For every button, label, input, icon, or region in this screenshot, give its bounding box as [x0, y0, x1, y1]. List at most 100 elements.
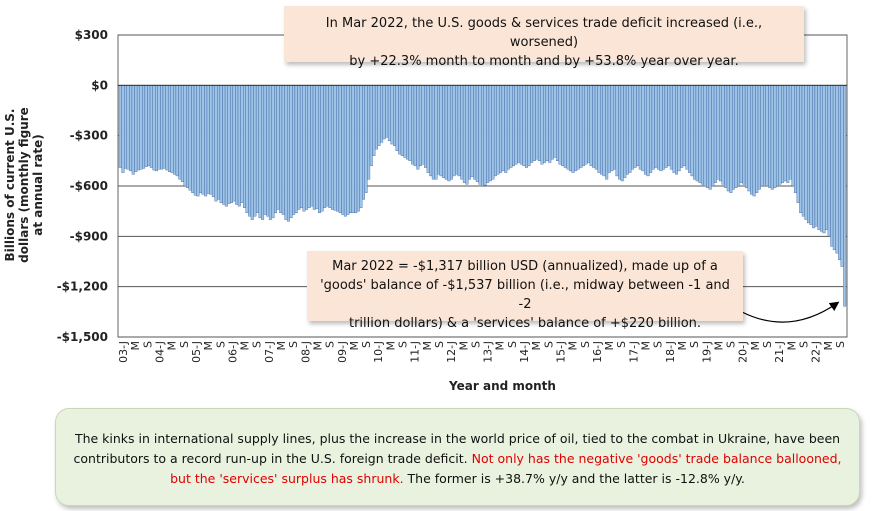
bar	[411, 85, 415, 165]
bar	[612, 85, 616, 170]
note-text-part-1: The kinks in international supply lines,…	[73, 431, 841, 466]
bar	[832, 85, 836, 250]
bar	[840, 85, 844, 267]
x-tick-label: 04-J	[154, 341, 167, 363]
bar	[744, 85, 748, 188]
bar	[677, 85, 681, 172]
bar	[638, 85, 642, 170]
x-tick-label: M	[640, 341, 653, 351]
bar	[382, 85, 386, 140]
bar	[602, 85, 606, 177]
bar	[123, 85, 127, 169]
x-tick-label: M	[166, 341, 179, 351]
x-tick-label: S	[652, 341, 665, 348]
bar	[618, 85, 622, 180]
bar	[468, 85, 472, 180]
bar	[543, 85, 547, 163]
bar	[558, 85, 562, 165]
bar	[501, 85, 505, 172]
bar	[274, 85, 277, 214]
commentary-note: The kinks in international supply lines,…	[55, 408, 860, 506]
bar	[682, 85, 686, 167]
bar	[393, 85, 397, 146]
x-tick-label: 21-J	[773, 341, 786, 363]
x-tick-label: S	[688, 341, 701, 348]
x-tick-label: 17-J	[627, 341, 640, 363]
x-tick-label: 11-J	[409, 341, 422, 363]
bar	[514, 85, 518, 165]
bar	[323, 85, 327, 208]
x-tick-label: 16-J	[591, 341, 604, 363]
bar	[354, 85, 358, 214]
bar	[183, 85, 187, 187]
bar	[716, 85, 720, 180]
bar	[155, 85, 158, 172]
bar	[475, 85, 479, 182]
bar	[589, 85, 593, 167]
latest-value-callout: Mar 2022 = -$1,317 billion USD (annualiz…	[307, 251, 743, 331]
x-tick-label: S	[834, 341, 847, 348]
bar	[747, 85, 751, 192]
bar	[126, 85, 130, 170]
bar	[561, 85, 565, 167]
bar	[672, 85, 676, 173]
bar	[724, 85, 728, 188]
bar	[783, 85, 787, 182]
chart-area: $300 $0 -$300 -$600 -$900 -$1,200 -$1,500 03-J M…	[3, 28, 848, 393]
bar	[356, 85, 360, 212]
bar	[713, 85, 717, 183]
bar	[346, 85, 350, 215]
x-tick-label: M	[202, 341, 215, 351]
x-tick-label: S	[397, 341, 410, 348]
x-tick-label: S	[251, 341, 264, 348]
bar	[421, 85, 425, 165]
bar	[336, 85, 340, 212]
bar	[258, 85, 262, 219]
bar	[359, 85, 363, 208]
bar	[255, 85, 259, 214]
bar	[525, 85, 528, 168]
bar	[199, 85, 202, 193]
bar	[330, 85, 334, 210]
bar	[369, 85, 373, 167]
bar	[633, 85, 637, 168]
x-tick-label: S	[761, 341, 774, 348]
x-axis-title: Year and month	[448, 379, 556, 393]
x-tick-label: 06-J	[226, 341, 239, 363]
x-tick-label: M	[421, 341, 434, 351]
bar	[491, 85, 495, 180]
bar	[152, 85, 156, 171]
bar	[504, 85, 508, 173]
bar	[320, 85, 324, 212]
bar	[302, 85, 306, 212]
bar	[719, 85, 722, 182]
bar	[206, 85, 210, 194]
bar	[605, 85, 609, 180]
bar	[488, 85, 492, 182]
bar	[553, 85, 557, 158]
bar	[625, 85, 629, 175]
bar	[129, 85, 133, 172]
bar	[506, 85, 510, 170]
x-tick-label: S	[141, 341, 154, 348]
bar	[292, 85, 296, 215]
x-tick-label: M	[712, 341, 725, 351]
bar	[796, 85, 800, 203]
bar	[685, 85, 689, 170]
bar	[390, 85, 394, 145]
bar	[545, 85, 549, 162]
bar	[457, 85, 461, 177]
bar	[623, 85, 627, 178]
bar	[245, 85, 249, 214]
bar	[656, 85, 660, 170]
bar	[540, 85, 544, 165]
bar	[253, 85, 257, 217]
bar	[139, 85, 143, 170]
bar	[374, 85, 378, 150]
bar	[770, 85, 774, 190]
bar	[809, 85, 813, 225]
bar	[147, 85, 151, 167]
x-tick-label: M	[457, 341, 470, 351]
bar	[136, 85, 140, 171]
